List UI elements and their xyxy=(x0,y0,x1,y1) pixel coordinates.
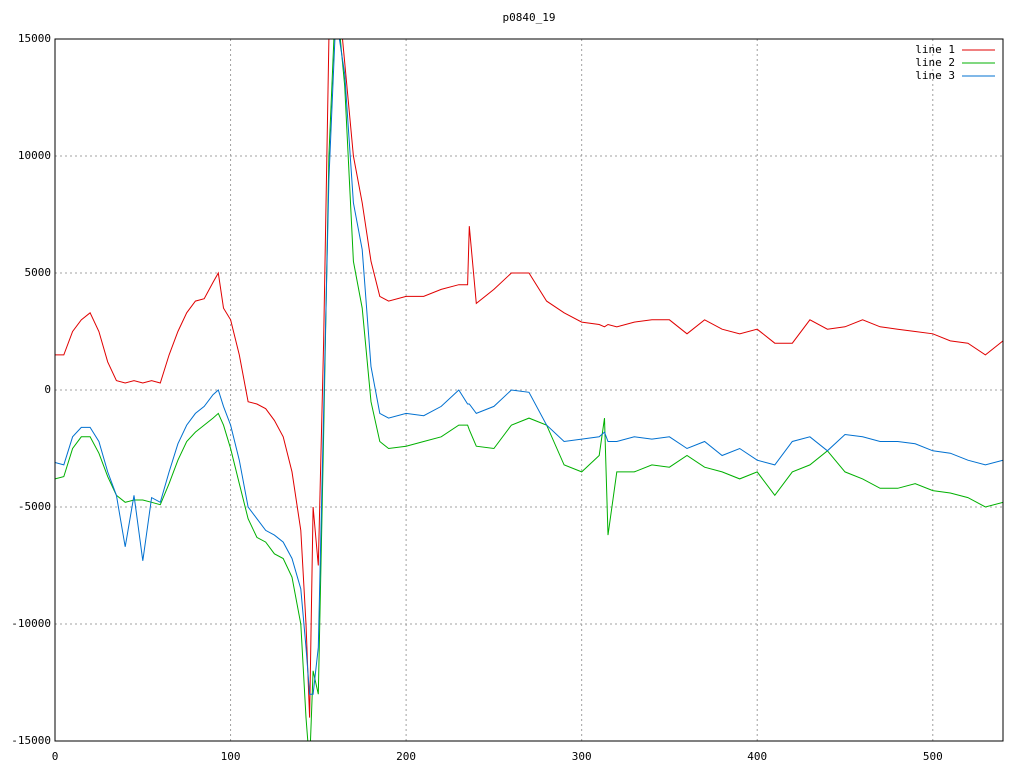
legend-label: line 3 xyxy=(915,69,955,82)
y-tick-label: 15000 xyxy=(18,32,51,45)
plot-border xyxy=(54,38,1004,742)
data-line xyxy=(55,39,1003,695)
y-tick-label: -15000 xyxy=(11,734,51,747)
y-tick-label: -5000 xyxy=(18,500,51,513)
x-tick-label: 400 xyxy=(747,750,767,763)
chart-title: p0840_19 xyxy=(503,11,556,24)
x-tick-label: 500 xyxy=(923,750,943,763)
x-tick-label: 300 xyxy=(572,750,592,763)
y-tick-label: 10000 xyxy=(18,149,51,162)
x-tick-label: 0 xyxy=(52,750,59,763)
x-tick-label: 200 xyxy=(396,750,416,763)
legend-label: line 1 xyxy=(915,43,955,56)
data-line xyxy=(55,39,1003,741)
data-line xyxy=(55,39,1003,718)
y-tick-label: 0 xyxy=(44,383,51,396)
grid xyxy=(54,38,1003,742)
y-tick-label: -10000 xyxy=(11,617,51,630)
plot-area xyxy=(55,39,1003,741)
legend-label: line 2 xyxy=(915,56,955,69)
x-tick-label: 100 xyxy=(221,750,241,763)
y-tick-label: 5000 xyxy=(25,266,52,279)
